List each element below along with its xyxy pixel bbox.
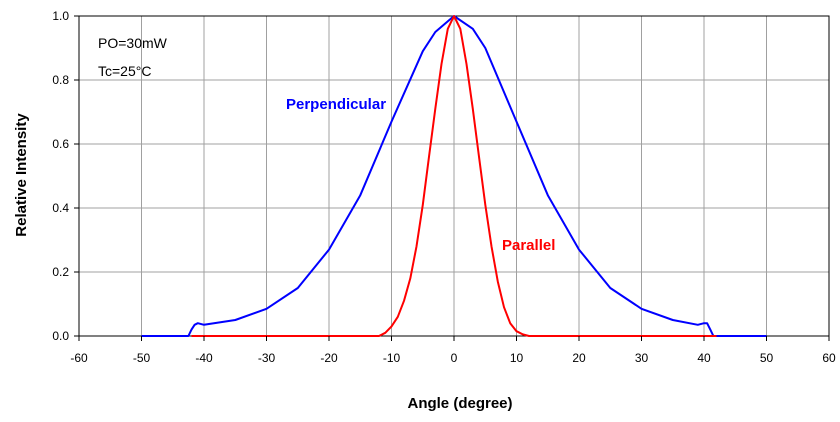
x-tick-label: 40 bbox=[697, 351, 711, 365]
y-tick-label: 0.2 bbox=[52, 265, 69, 279]
y-tick-label: 0.0 bbox=[52, 329, 69, 343]
x-tick-label: 50 bbox=[760, 351, 774, 365]
x-tick-label: -60 bbox=[70, 351, 88, 365]
series-label-parallel: Parallel bbox=[502, 237, 555, 254]
x-tick-label: 30 bbox=[635, 351, 649, 365]
x-tick-label: -20 bbox=[320, 351, 338, 365]
y-tick-label: 0.8 bbox=[52, 73, 69, 87]
x-tick-label: -50 bbox=[133, 351, 151, 365]
y-tick-labels: 0.0 0.2 0.4 0.6 0.8 1.0 bbox=[52, 9, 79, 343]
y-tick-label: 0.6 bbox=[52, 137, 69, 151]
x-tick-label: 20 bbox=[572, 351, 586, 365]
y-tick-label: 0.4 bbox=[52, 201, 69, 215]
annotation-power: PO=30mW bbox=[98, 35, 168, 51]
x-tick-label: 0 bbox=[451, 351, 458, 365]
series-layer bbox=[141, 15, 767, 337]
x-tick-label: 10 bbox=[510, 351, 524, 365]
y-axis-label: Relative Intensity bbox=[13, 113, 30, 237]
x-axis-label: Angle (degree) bbox=[407, 395, 512, 412]
y-tick-label: 1.0 bbox=[52, 9, 69, 23]
x-tick-label: -40 bbox=[195, 351, 213, 365]
x-tick-labels: -60 -50 -40 -30 -20 -10 0 10 20 30 40 50 60 bbox=[70, 336, 836, 365]
series-line-parallel bbox=[191, 15, 717, 337]
grid bbox=[78, 15, 830, 337]
x-tick-label: -30 bbox=[258, 351, 276, 365]
annotation-temperature: Tc=25°C bbox=[98, 63, 151, 79]
x-tick-label: -10 bbox=[383, 351, 401, 365]
series-label-perpendicular: Perpendicular bbox=[286, 96, 386, 113]
x-tick-label: 60 bbox=[822, 351, 836, 365]
